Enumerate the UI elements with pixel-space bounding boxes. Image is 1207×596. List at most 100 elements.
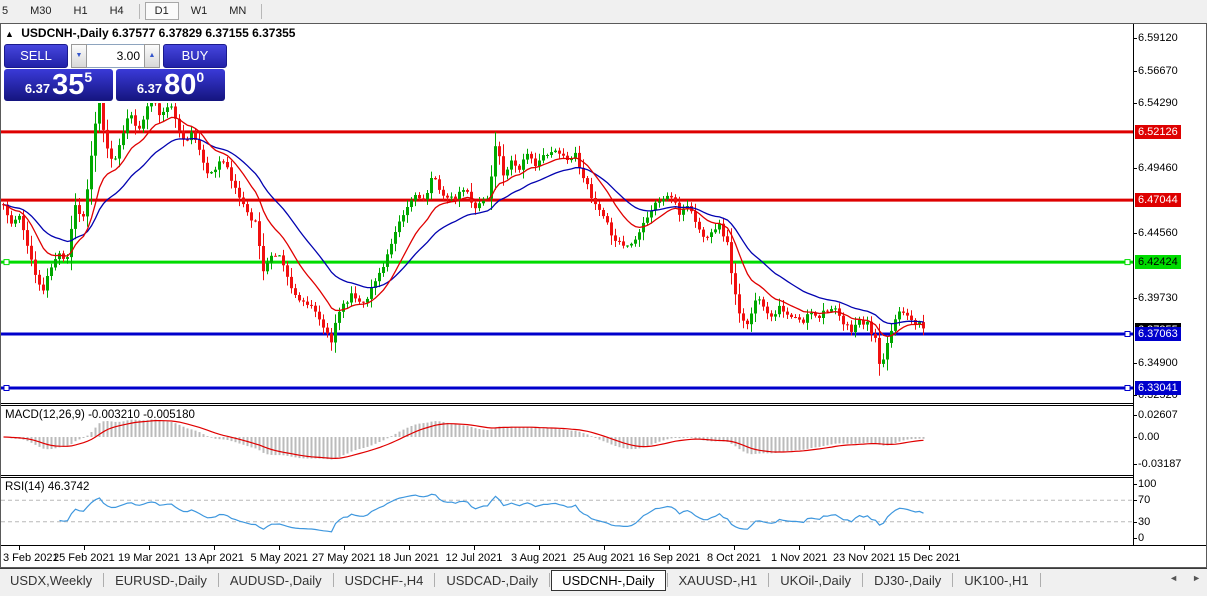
candle-body — [502, 156, 505, 176]
candle-body — [322, 319, 325, 328]
price-axis-tick-mark — [1134, 394, 1137, 396]
chart-tab-uk100-h1[interactable]: UK100-,H1 — [964, 572, 1029, 588]
sell-price-big: 35 — [52, 69, 85, 101]
candle-body — [610, 222, 613, 236]
chart-tab-dj30-daily[interactable]: DJ30-,Daily — [874, 572, 942, 588]
candle-body — [598, 204, 601, 210]
candle-body — [506, 169, 509, 176]
collapse-one-click-icon[interactable]: ▲ — [5, 29, 14, 39]
candle-body — [470, 191, 473, 203]
buy-price-panel[interactable]: 6.37 80 0 — [116, 69, 225, 101]
candle-body — [542, 155, 545, 161]
candle-body — [82, 214, 85, 217]
volume-increase-icon[interactable]: ▲ — [144, 44, 160, 68]
sell-button[interactable]: SELL — [4, 44, 68, 68]
timeframe-button-d1[interactable]: D1 — [144, 2, 179, 20]
candle-body — [538, 160, 541, 167]
candle-body — [758, 299, 761, 301]
ma-slow-line — [3, 137, 924, 325]
timeframe-button-h4[interactable]: H4 — [109, 5, 124, 17]
candle-body — [22, 215, 25, 231]
candle-body — [294, 288, 297, 295]
timeframe-button-w1[interactable]: W1 — [190, 5, 208, 17]
candle-body — [394, 232, 397, 244]
candle-body — [374, 281, 377, 288]
candle-body — [818, 315, 821, 318]
candle-body — [410, 200, 413, 207]
rsi-indicator-label: RSI(14) 46.3742 — [5, 481, 90, 493]
candle-body — [398, 221, 401, 233]
candle-body — [878, 337, 881, 364]
chart-tab-usdcad-daily[interactable]: USDCAD-,Daily — [446, 572, 539, 588]
time-axis-label: 8 Oct 2021 — [707, 552, 761, 564]
candle-body — [270, 255, 273, 263]
candle-body — [810, 312, 813, 315]
timeframe-button-h1[interactable]: H1 — [73, 5, 88, 17]
tab-separator — [217, 573, 219, 587]
time-axis-label: 12 Jul 2021 — [445, 552, 503, 564]
time-axis[interactable]: 3 Feb 2021 25 Feb 2021 19 Mar 2021 13 Apr 2… — [1, 545, 1206, 567]
time-axis-tick-mark — [344, 546, 345, 550]
candle-body — [54, 259, 57, 268]
sell-price-panel[interactable]: 6.37 35 5 — [4, 69, 113, 101]
macd-pane[interactable] — [1, 406, 1133, 475]
candle-body — [578, 152, 581, 168]
candle-body — [326, 327, 329, 334]
time-axis-label: 16 Sep 2021 — [638, 552, 701, 564]
chart-tab-usdchf-h4[interactable]: USDCHF-,H4 — [344, 572, 424, 588]
candle-body — [250, 212, 253, 221]
candle-body — [510, 160, 513, 170]
candle-body — [706, 236, 709, 238]
candle-body — [98, 100, 101, 124]
candle-body — [890, 330, 893, 343]
macd-signal-line — [3, 420, 924, 460]
toolbar-separator — [261, 3, 263, 19]
chart-tab-audusd-daily[interactable]: AUDUSD-,Daily — [229, 572, 322, 588]
candle-body — [454, 196, 457, 200]
candle-body — [134, 115, 137, 126]
time-axis-tick-mark — [19, 546, 20, 550]
time-axis-label: 1 Nov 2021 — [771, 552, 828, 564]
tabs-scroll-right-icon[interactable]: ► — [1192, 573, 1201, 583]
chart-tab-ukoil-daily[interactable]: UKOil-,Daily — [780, 572, 852, 588]
timeframe-button-5[interactable]: 5 — [2, 5, 9, 17]
candle-body — [238, 187, 241, 198]
rsi-pane[interactable] — [1, 478, 1133, 545]
candle-body — [534, 158, 537, 167]
candle-body — [554, 150, 557, 153]
chart-tab-usdcnh-daily[interactable]: USDCNH-,Daily — [551, 569, 666, 591]
candle-body — [906, 312, 909, 316]
chart-tab-xauusd-h1[interactable]: XAUUSD-,H1 — [678, 572, 758, 588]
candle-body — [162, 111, 165, 115]
candle-body — [158, 103, 161, 116]
candle-body — [814, 312, 817, 316]
timeframe-button-m30[interactable]: M30 — [30, 5, 52, 17]
buy-button[interactable]: BUY — [163, 44, 227, 68]
candle-body — [42, 284, 45, 291]
time-axis-label: 25 Aug 2021 — [573, 552, 635, 564]
candle-body — [406, 207, 409, 216]
timeframe-button-mn[interactable]: MN — [229, 5, 247, 17]
price-chart-pane[interactable] — [1, 24, 1133, 403]
candle-body — [74, 205, 77, 229]
candle-body — [642, 222, 645, 233]
price-axis[interactable]: 6.59120 6.56670 6.54290 6.49460 6.44560 6.397… — [1133, 24, 1206, 545]
candle-body — [566, 155, 569, 160]
candle-body — [202, 149, 205, 163]
chart-tab-usdx-weekly[interactable]: USDX,Weekly — [10, 572, 93, 588]
pane-separator[interactable] — [1, 403, 1206, 406]
tabs-scroll-left-icon[interactable]: ◄ — [1169, 573, 1179, 583]
pane-separator[interactable] — [1, 475, 1206, 478]
candle-body — [70, 228, 73, 258]
time-axis-label: 27 May 2021 — [312, 552, 376, 564]
time-axis-tick-mark — [604, 546, 605, 550]
candle-body — [842, 315, 845, 325]
candle-body — [282, 255, 285, 266]
tab-separator — [549, 573, 551, 587]
chart-tab-eurusd-daily[interactable]: EURUSD-,Daily — [115, 572, 207, 588]
candle-body — [778, 305, 781, 315]
volume-decrease-icon[interactable]: ▼ — [71, 44, 87, 68]
candle-body — [390, 243, 393, 255]
volume-input[interactable] — [87, 44, 144, 68]
time-axis-label: 5 May 2021 — [250, 552, 308, 564]
